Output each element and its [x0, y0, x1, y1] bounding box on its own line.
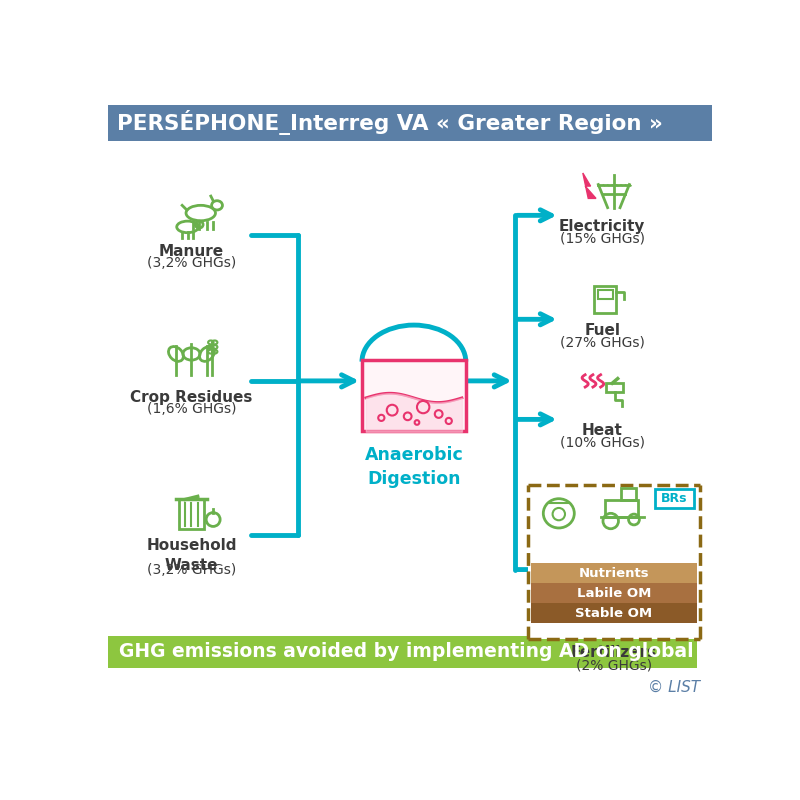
Polygon shape — [583, 173, 596, 198]
Bar — [655, 490, 694, 508]
Bar — [594, 286, 616, 313]
Text: Heat: Heat — [582, 423, 622, 438]
Text: PERSÉPHONE_Interreg VA « Greater Region »: PERSÉPHONE_Interreg VA « Greater Region … — [117, 110, 663, 135]
Bar — [606, 383, 623, 393]
Bar — [531, 583, 697, 603]
Text: (27% GHGs): (27% GHGs) — [560, 335, 645, 350]
Text: GHG emissions avoided by implementing AD on global scale: GHG emissions avoided by implementing AD… — [119, 642, 754, 662]
Bar — [531, 603, 697, 623]
Text: (10% GHGs): (10% GHGs) — [560, 435, 645, 450]
Bar — [362, 360, 466, 431]
Text: Manure: Manure — [159, 244, 224, 259]
Bar — [108, 106, 712, 141]
Text: Electricity: Electricity — [559, 219, 646, 234]
Text: (15% GHGs): (15% GHGs) — [560, 231, 645, 246]
Bar — [598, 290, 613, 299]
Text: (3,2% GHGs): (3,2% GHGs) — [147, 256, 236, 270]
Text: (1,6% GHGs): (1,6% GHGs) — [146, 402, 236, 417]
Text: Anaerobic
Digestion: Anaerobic Digestion — [365, 446, 463, 488]
Bar — [606, 500, 638, 517]
Text: Stable OM: Stable OM — [575, 607, 652, 620]
Text: Household
Waste: Household Waste — [146, 538, 237, 573]
Bar — [108, 636, 697, 668]
Bar — [531, 563, 697, 583]
Text: (3,2% GHGs): (3,2% GHGs) — [147, 562, 236, 577]
Bar — [179, 499, 204, 529]
Text: BRs: BRs — [661, 492, 687, 506]
Text: Labile OM: Labile OM — [577, 587, 651, 600]
Bar — [621, 488, 636, 500]
Text: © LIST: © LIST — [649, 680, 701, 695]
Text: Fuel: Fuel — [584, 323, 620, 338]
Text: (2% GHGs): (2% GHGs) — [576, 658, 652, 672]
Text: Nutrients: Nutrients — [578, 567, 649, 580]
Text: Fertilizers: Fertilizers — [570, 645, 657, 660]
Bar — [528, 485, 700, 639]
Text: Crop Residues: Crop Residues — [130, 390, 253, 405]
